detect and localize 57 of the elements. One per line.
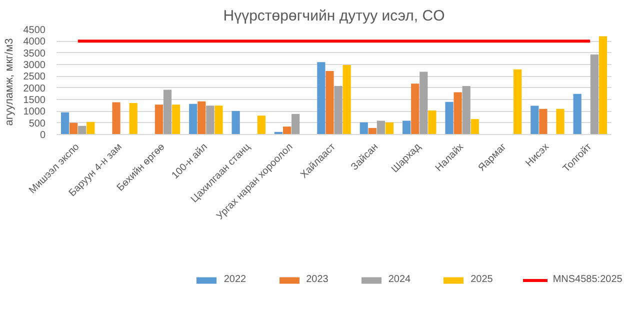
bar xyxy=(402,120,411,134)
bar xyxy=(530,106,539,134)
bar xyxy=(86,122,95,134)
bar xyxy=(385,122,394,134)
chart-title: Нүүрстөрөгчийн дутуу исэл, CO xyxy=(223,8,445,24)
y-tick-label: 3000 xyxy=(23,60,46,71)
legend-label: 2024 xyxy=(388,274,411,285)
y-tick-label: 1500 xyxy=(23,95,46,106)
bar xyxy=(189,104,198,134)
bar xyxy=(342,64,351,134)
bar xyxy=(368,128,376,134)
bar xyxy=(454,92,462,134)
bar xyxy=(598,36,608,134)
bar xyxy=(317,62,326,134)
bar xyxy=(573,94,582,134)
bar xyxy=(154,104,164,134)
y-tick-label: 500 xyxy=(28,118,46,130)
bar xyxy=(78,126,86,134)
bar xyxy=(514,69,522,134)
bar xyxy=(198,101,206,134)
bar xyxy=(163,90,172,134)
y-tick-label: 2500 xyxy=(23,72,46,83)
bar xyxy=(462,86,470,134)
bar xyxy=(326,71,334,134)
bar xyxy=(411,84,420,134)
bar xyxy=(129,103,138,134)
bar xyxy=(470,119,479,134)
bar xyxy=(70,122,78,134)
bar xyxy=(360,122,368,134)
bar xyxy=(172,104,180,134)
legend-label: 2025 xyxy=(470,274,493,285)
y-tick-label: 0 xyxy=(40,130,46,141)
bar xyxy=(428,110,436,134)
y-tick-label: 4500 xyxy=(23,25,46,36)
legend-label: 2023 xyxy=(306,274,328,285)
y-tick-label: 1000 xyxy=(23,106,46,118)
y-tick-label: 3500 xyxy=(23,48,46,60)
legend-label: 2022 xyxy=(224,274,246,285)
bar xyxy=(206,106,214,134)
y-tick-label: 4000 xyxy=(23,36,46,48)
bar xyxy=(232,110,240,134)
bar xyxy=(445,102,454,134)
bar xyxy=(292,114,300,134)
bar xyxy=(420,72,428,134)
bar xyxy=(334,86,342,134)
bar xyxy=(376,120,386,134)
legend-label: MNS4585:2025 xyxy=(552,274,622,285)
y-tick-label: 2000 xyxy=(23,83,46,94)
bar xyxy=(590,54,598,134)
bar xyxy=(257,116,266,134)
bar xyxy=(539,108,548,134)
bar xyxy=(112,102,120,134)
bar xyxy=(60,112,70,134)
bar xyxy=(556,108,564,134)
y-axis-title: агууламж, мкг/м3 xyxy=(3,38,16,126)
bar xyxy=(214,106,223,134)
bar xyxy=(282,126,292,134)
